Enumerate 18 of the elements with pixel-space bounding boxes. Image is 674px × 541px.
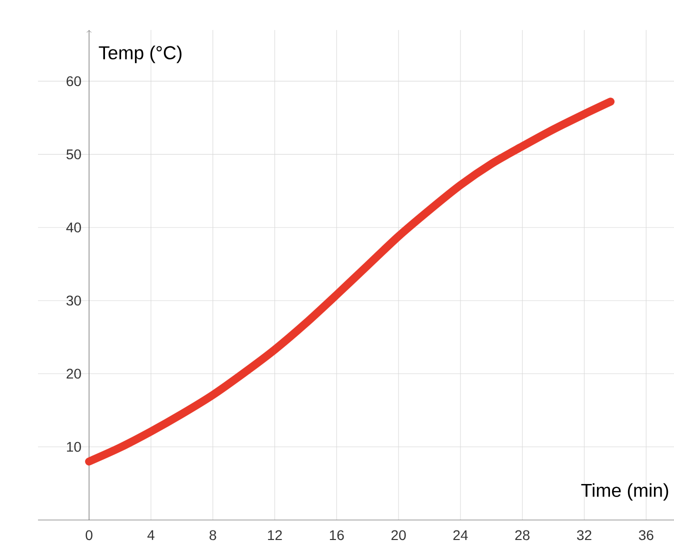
y-tick-label: 20 [66, 368, 81, 379]
x-tick-label: 0 [86, 530, 92, 540]
y-tick-label: 40 [66, 222, 81, 232]
x-axis-title: Time (min) [581, 483, 668, 501]
y-tick-label: 10 [67, 442, 81, 452]
x-tick-label: 36 [638, 530, 654, 540]
y-tick-label: 50 [66, 149, 81, 160]
y-tick-label: 30 [66, 296, 81, 306]
x-tick-label: 20 [391, 530, 406, 540]
x-tick-label: 28 [515, 530, 530, 540]
x-tick-label: 32 [576, 530, 592, 540]
y-tick-label: 60 [66, 76, 81, 86]
x-tick-label: 8 [210, 530, 216, 540]
x-tick-label: 12 [268, 530, 282, 540]
x-tick-label: 24 [453, 530, 468, 540]
x-tick-label: 16 [330, 530, 344, 540]
y-axis-title: Temp (°C) [98, 46, 182, 64]
x-tick-label: 4 [147, 530, 154, 540]
